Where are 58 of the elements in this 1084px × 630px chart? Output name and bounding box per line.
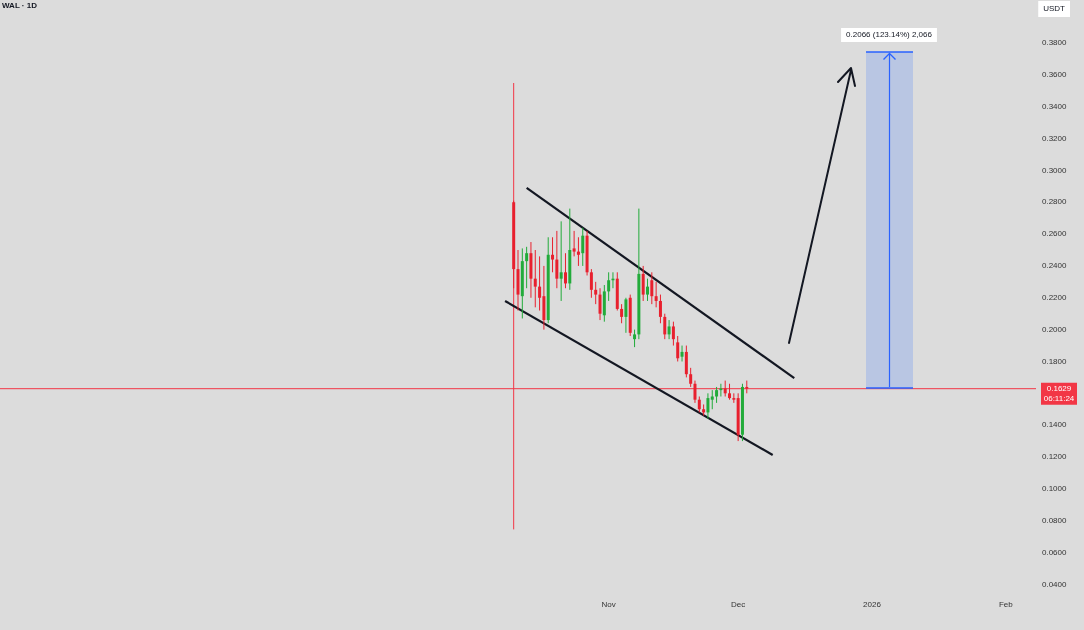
y-tick-label: 0.2000 [1042, 324, 1068, 334]
y-tick-label: 0.0400 [1042, 579, 1068, 589]
y-tick-label: 0.3000 [1042, 165, 1068, 175]
candlestick [654, 281, 658, 308]
y-tick-label: 0.2600 [1042, 229, 1068, 239]
candlestick [624, 297, 628, 334]
candlestick [650, 271, 654, 305]
y-tick-label: 0.2200 [1042, 292, 1068, 302]
y-axis-title: USDT [1043, 4, 1066, 14]
candlestick [594, 281, 598, 305]
candlestick [542, 265, 546, 331]
y-tick-label: 0.1400 [1042, 420, 1068, 430]
text: 06:11:24 [1043, 393, 1075, 403]
candlestick [559, 220, 563, 302]
candlestick [563, 252, 567, 289]
candlestick [572, 230, 576, 257]
candlestick [620, 303, 624, 324]
y-tick-label: 0.3400 [1042, 101, 1068, 111]
y-tick-label: 0.1200 [1042, 452, 1068, 462]
candlestick [641, 265, 645, 302]
candlestick [706, 392, 710, 420]
candlestick [667, 319, 671, 340]
x-tick-label: 2026 [863, 600, 882, 610]
y-tick-label: 0.1800 [1042, 356, 1068, 366]
candlestick [598, 287, 602, 321]
x-tick-label: Dec [731, 600, 746, 610]
candlestick [676, 335, 680, 362]
candlestick [684, 345, 688, 378]
candlestick [658, 294, 662, 324]
y-tick-label: 0.1000 [1042, 484, 1068, 494]
text: 0.2066 (123.14%) 2,066 [846, 30, 933, 40]
y-tick-label: 0.3600 [1042, 70, 1068, 80]
candlestick [710, 389, 714, 410]
ref-line-label: 0.1629 [1046, 383, 1072, 393]
candlestick [533, 249, 537, 308]
candlestick [602, 284, 606, 323]
x-tick-label: Nov [601, 600, 616, 610]
y-tick-label: 0.0600 [1042, 547, 1068, 557]
y-tick-label: 0.0800 [1042, 515, 1068, 525]
chart-title: WAL · 1D [2, 1, 38, 11]
candlestick [680, 345, 684, 362]
candlestick [576, 236, 580, 267]
x-tick-label: Feb [998, 600, 1014, 610]
y-tick-label: 0.2400 [1042, 261, 1068, 271]
candlestick [693, 380, 697, 404]
candlestick [689, 367, 693, 388]
candlestick [555, 230, 559, 289]
candlestick [589, 268, 593, 299]
candlestick [551, 236, 555, 273]
candlestick [607, 271, 611, 302]
candlestick [646, 278, 649, 302]
y-tick-label: 0.3200 [1042, 133, 1068, 143]
candlestick [581, 227, 585, 267]
candlestick [671, 321, 675, 347]
candlestick [525, 246, 529, 289]
y-tick-label: 0.2800 [1042, 197, 1068, 207]
candlestick [663, 313, 667, 340]
y-tick-label: 0.3800 [1042, 38, 1068, 48]
